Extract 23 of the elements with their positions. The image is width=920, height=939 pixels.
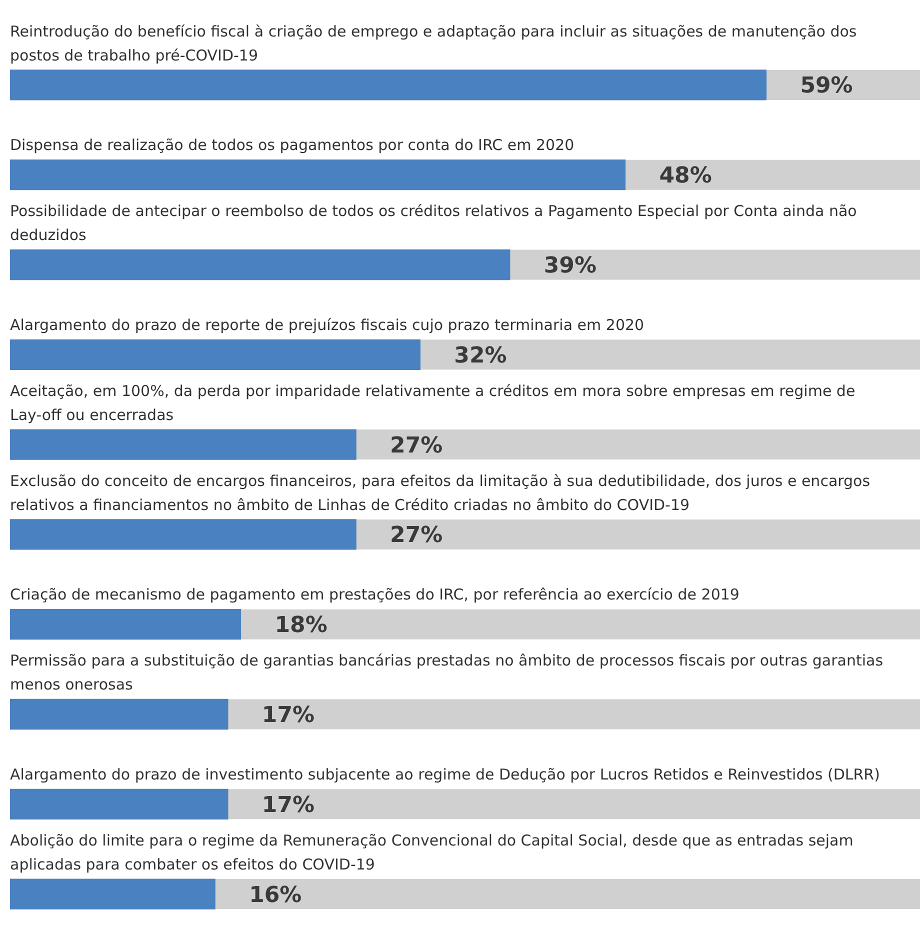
- y-tick-label: Possibilidade de antecipar o reembolso de todos os créditos relativos a Pagamento Especial por Conta ainda não deduzidos: [10, 202, 857, 244]
- data-label: 17%: [262, 792, 315, 818]
- data-label: 39%: [544, 253, 597, 278]
- data-label: 27%: [390, 523, 443, 548]
- y-tick-label: Reintrodução do benefício fiscal à criação de emprego e adaptação para incluir as situações de manutenção dos postos de trabalho pré-COVID-19: [10, 22, 857, 64]
- y-tick-label: Criação de mecanismo de pagamento em prestações do IRC, por referência ao exercício de 2019: [10, 586, 740, 604]
- bar: [10, 878, 216, 910]
- data-label: 16%: [249, 882, 302, 908]
- data-label: 18%: [274, 613, 328, 638]
- data-label: 17%: [262, 702, 315, 728]
- y-tick-label: Alargamento do prazo de reporte de prejuízos fiscais cujo prazo terminaria em 2020: [10, 316, 644, 334]
- bar: [10, 698, 228, 730]
- y-tick-label: Aceitação, em 100%, da perda por imparidade relativamente a créditos em mora sobre empresas em regime de Lay-off ou encerradas: [10, 382, 856, 424]
- y-tick-label: Abolição do limite para o regime da Remuneração Convencional do Capital Social, desde que as entradas sejam aplicadas para combater os efeitos do COVID-19: [10, 831, 854, 874]
- y-tick-label: Alargamento do prazo de investimento subjacente ao regime de Dedução por Lucros Retidos e Reinvestidos (DLRR): [10, 766, 880, 784]
- data-label: 48%: [659, 164, 712, 189]
- y-tick-label: Exclusão do conceito de encargos financeiros, para efeitos da limitação à sua dedutibilidade, dos juros e encargos relativos a financiamentos no âmbito de Linhas de Crédito criadas no âmbito do COVID-19: [10, 472, 870, 514]
- y-tick-label: Dispensa de realização de todos os pagamentos por conta do IRC em 2020: [10, 136, 574, 154]
- data-label: 32%: [454, 343, 507, 368]
- data-label: 59%: [800, 74, 853, 99]
- bar: [10, 788, 228, 820]
- y-tick-label: Permissão para a substituição de garantias bancárias prestadas no âmbito de processos fiscais por outras garantias menos onerosas: [10, 652, 884, 694]
- data-label: 27%: [390, 433, 443, 458]
